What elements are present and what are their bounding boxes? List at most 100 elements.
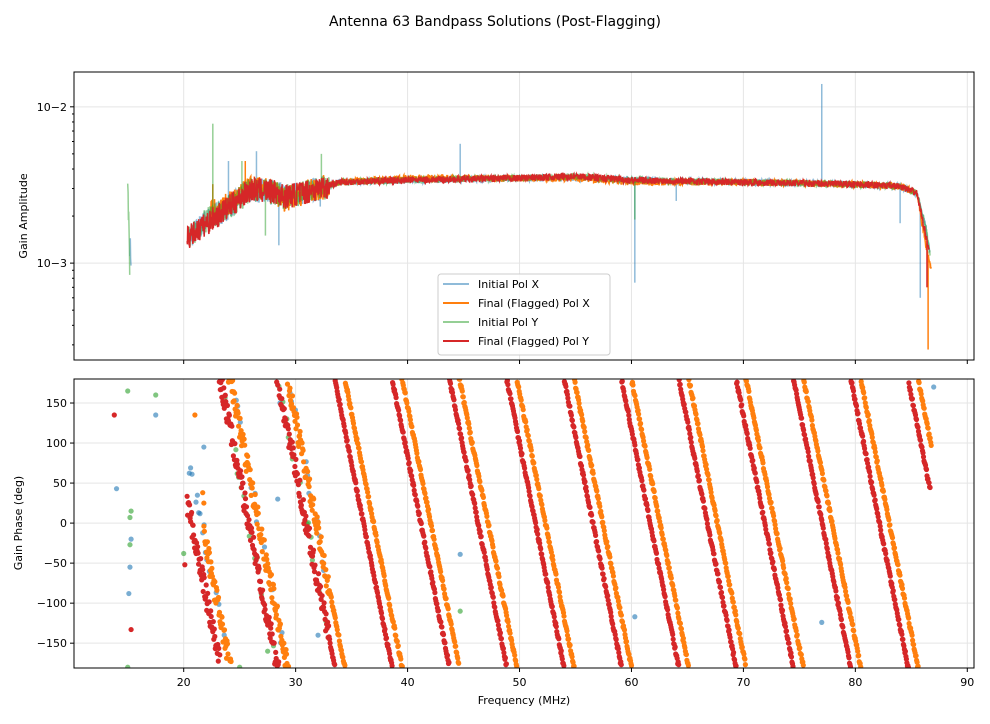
phase-point <box>255 510 261 516</box>
phase-point <box>206 545 212 552</box>
phase-point <box>604 539 610 545</box>
phase-point <box>587 457 593 463</box>
phase-point <box>824 493 830 499</box>
phase-point <box>323 567 329 573</box>
phase-point <box>707 532 713 538</box>
phase-point <box>623 638 630 645</box>
phase-point <box>694 468 700 474</box>
phase-point <box>231 398 237 404</box>
phase-point <box>248 492 254 498</box>
phase-point <box>378 610 385 616</box>
phase-point <box>256 566 262 572</box>
phase-point <box>533 520 539 526</box>
phase-point <box>897 572 903 578</box>
phase-point <box>650 481 656 487</box>
phase-point <box>456 421 462 427</box>
phase-point <box>717 584 724 591</box>
phase-point <box>409 473 415 479</box>
phase-point <box>477 528 483 535</box>
phase-point <box>906 615 912 621</box>
phase-axes: 20 30 40 50 60 70 80 90 −150 −100 −50 0 50 100 150 Gai… <box>12 378 975 707</box>
phase-point <box>840 624 846 630</box>
phase-point <box>438 569 444 575</box>
phase-point <box>527 493 533 499</box>
phase-point <box>234 461 240 467</box>
phase-point <box>670 582 676 589</box>
phase-point <box>306 533 312 539</box>
phase-point <box>191 532 197 538</box>
phase-point <box>786 640 792 646</box>
phase-point <box>676 616 682 622</box>
phase-point <box>480 494 486 500</box>
phase-point <box>863 404 869 411</box>
phase-point <box>315 632 321 638</box>
phase-point <box>502 655 508 661</box>
phase-point <box>651 488 657 495</box>
phase-point <box>861 390 867 396</box>
phase-point <box>579 412 585 418</box>
phase-point <box>594 488 600 494</box>
phase-point <box>340 654 346 660</box>
phase-point <box>874 458 880 464</box>
phase-point <box>855 410 861 416</box>
phase-point <box>813 491 819 497</box>
phase-point <box>200 588 206 595</box>
phase-point <box>221 385 227 391</box>
phase-point <box>409 424 415 430</box>
phase-point <box>654 503 660 509</box>
phase-point <box>189 471 195 477</box>
phase-point <box>127 514 133 521</box>
phase-point <box>432 590 438 596</box>
phase-point <box>928 442 934 448</box>
phase-point <box>126 590 132 597</box>
phase-point <box>721 603 727 609</box>
phase-point <box>537 493 543 499</box>
phase-point <box>892 597 898 603</box>
phase-point <box>295 482 301 488</box>
phase-point <box>329 599 335 605</box>
phase-point <box>681 401 687 407</box>
phase-point <box>531 460 537 466</box>
phase-point <box>766 541 773 547</box>
phase-point <box>390 381 396 387</box>
phase-point <box>439 624 445 630</box>
phase-point <box>862 445 868 452</box>
phase-point <box>367 501 373 507</box>
phase-point <box>429 527 436 534</box>
phase-point <box>481 549 487 556</box>
phase-point <box>752 470 758 476</box>
phase-point <box>683 651 690 658</box>
phase-point <box>583 484 589 490</box>
phase-point <box>639 478 645 484</box>
phase-point <box>589 462 595 468</box>
amplitude-line-initial-pol-x <box>129 238 132 266</box>
phase-point <box>557 594 563 600</box>
phase-point <box>153 412 159 418</box>
phase-point <box>456 660 462 666</box>
phase-point <box>535 531 541 537</box>
phase-point <box>442 640 448 646</box>
phase-point <box>590 470 596 476</box>
phase-point <box>788 600 794 607</box>
phase-point <box>281 640 287 646</box>
phase-point <box>128 626 134 633</box>
phase-point <box>234 457 240 463</box>
phase-point <box>917 437 924 443</box>
phase-point <box>910 637 916 644</box>
phase-point <box>407 417 413 423</box>
phase-point <box>390 619 396 625</box>
phase-point <box>823 536 829 543</box>
phase-point <box>325 574 331 580</box>
phase-point <box>549 604 555 610</box>
amplitude-line-initial-pol-y <box>126 183 131 275</box>
phase-point <box>236 423 242 429</box>
phase-point <box>783 628 790 634</box>
phase-point <box>268 625 274 631</box>
phase-point <box>332 662 338 668</box>
phase-point <box>382 626 388 632</box>
phase-point <box>206 550 212 556</box>
phase-point <box>195 550 201 556</box>
phase-point <box>290 405 297 411</box>
phase-point <box>755 437 762 444</box>
phase-point <box>386 595 392 601</box>
